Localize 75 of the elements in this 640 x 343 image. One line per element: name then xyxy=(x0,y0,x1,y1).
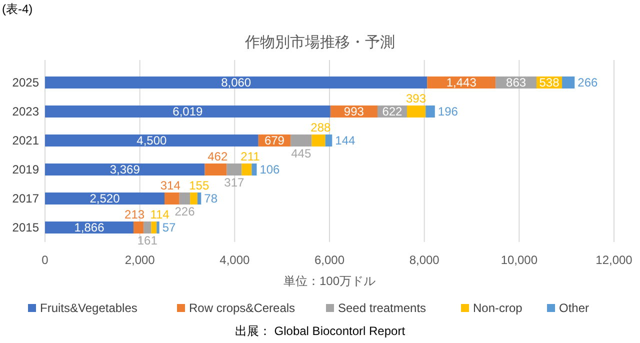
data-label: 317 xyxy=(224,176,244,190)
bar xyxy=(242,164,252,176)
bar xyxy=(226,164,242,176)
data-label: 314 xyxy=(160,178,181,192)
data-label: 266 xyxy=(578,76,598,90)
bar xyxy=(406,106,426,118)
text: (表-4) xyxy=(2,2,33,16)
chart-title: 作物別市場推移・予測 xyxy=(244,34,395,51)
data-label: 2,520 xyxy=(90,192,120,206)
x-tick-label: 10,000 xyxy=(500,253,538,267)
bar xyxy=(45,192,164,204)
data-label: 196 xyxy=(438,104,458,118)
x-tick-label: 8,000 xyxy=(409,253,440,267)
bar xyxy=(164,192,180,204)
bar xyxy=(325,134,332,146)
data-label: 6,019 xyxy=(172,104,204,118)
legend-label: Non-crop xyxy=(473,301,523,315)
legend-label: Seed treatments xyxy=(338,301,426,315)
y-tick-label: 2019 xyxy=(12,162,40,176)
data-label: 622 xyxy=(382,104,403,118)
x-tick-label: 2,000 xyxy=(124,253,156,267)
text: 出展： Global Biocontorl Report xyxy=(234,324,406,338)
x-tick-label: 0 xyxy=(42,253,49,267)
y-tick-label: 2023 xyxy=(12,104,40,118)
data-label: 161 xyxy=(137,234,158,248)
data-label: 226 xyxy=(174,204,196,218)
bar xyxy=(144,222,152,234)
bar xyxy=(45,134,258,146)
data-label: 3,369 xyxy=(110,162,140,176)
bar xyxy=(290,134,312,146)
bar xyxy=(45,106,330,118)
bar xyxy=(133,222,144,234)
data-label: 679 xyxy=(264,134,285,148)
bar xyxy=(312,134,326,146)
bar xyxy=(204,164,227,176)
data-label: 213 xyxy=(124,208,145,222)
data-label: 1,866 xyxy=(74,220,105,234)
x-tick-label: 4,000 xyxy=(220,253,250,267)
x-axis-title: 単位：100万ドル xyxy=(283,274,376,288)
bar xyxy=(156,222,160,234)
data-label: 462 xyxy=(208,150,228,164)
y-tick-label: 2025 xyxy=(12,76,40,90)
x-tick-label: 12,000 xyxy=(596,253,633,267)
data-label: 445 xyxy=(291,146,312,160)
data-label: 863 xyxy=(506,76,526,90)
data-label: 144 xyxy=(335,134,356,148)
bar xyxy=(179,192,190,204)
data-label: 288 xyxy=(310,120,332,134)
y-tick-label: 2017 xyxy=(12,192,40,206)
bar xyxy=(562,76,575,88)
data-label: 155 xyxy=(189,178,210,192)
data-label: 106 xyxy=(260,162,280,176)
data-label: 78 xyxy=(204,192,218,206)
data-label: 1,443 xyxy=(446,76,477,90)
data-label: 8,060 xyxy=(221,76,252,90)
data-label: 393 xyxy=(406,92,426,106)
bar xyxy=(45,164,205,176)
y-tick-label: 2015 xyxy=(12,220,40,234)
data-label: 114 xyxy=(150,208,170,222)
x-tick-label: 6,000 xyxy=(314,253,345,267)
data-label: 57 xyxy=(162,220,176,234)
bar xyxy=(197,192,202,204)
data-label: 211 xyxy=(240,150,260,164)
bar xyxy=(190,192,198,204)
y-tick-label: 2021 xyxy=(12,134,40,148)
bar xyxy=(426,106,435,118)
bar xyxy=(252,164,257,176)
legend-label: Fruits&Vegetables xyxy=(40,301,138,315)
legend-label: Other xyxy=(559,301,590,315)
data-label: 538 xyxy=(539,76,560,90)
legend-label: Row crops&Cereals xyxy=(189,301,296,315)
data-label: 993 xyxy=(344,104,364,118)
bar xyxy=(45,76,428,88)
bar xyxy=(151,222,157,234)
data-label: 4,500 xyxy=(136,134,168,148)
